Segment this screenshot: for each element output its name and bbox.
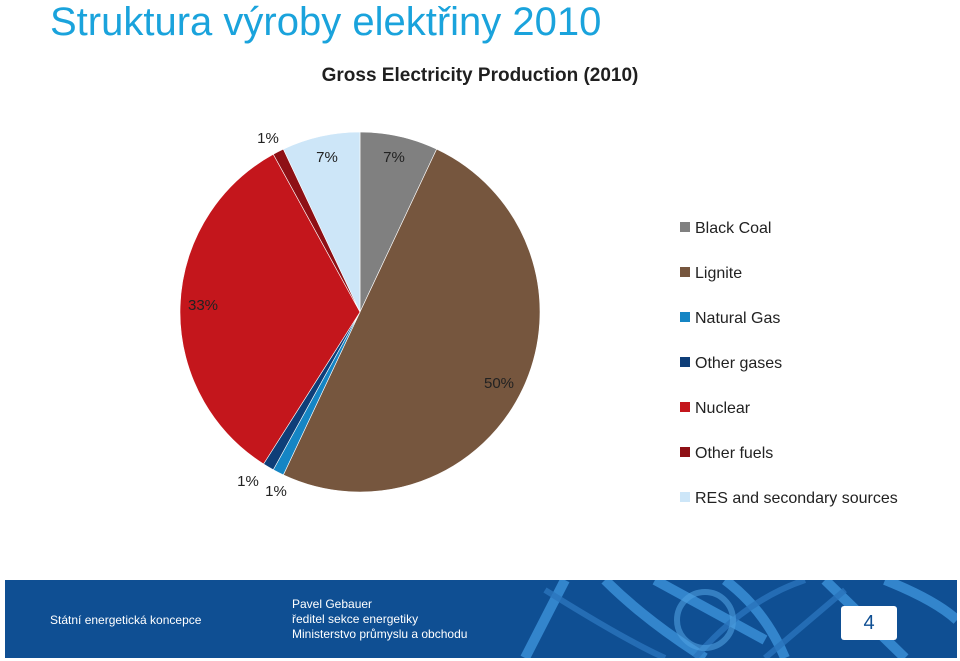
- legend-label: Nuclear: [695, 400, 751, 417]
- legend-swatch: [680, 222, 690, 232]
- legend-swatch: [680, 357, 690, 367]
- slice-label: 1%: [257, 130, 279, 147]
- footer-author-role: ředitel sekce energetiky: [292, 612, 419, 626]
- slice-label: 7%: [383, 149, 405, 166]
- legend-label: RES and secondary sources: [695, 490, 898, 507]
- pie-slice-res-and-secondary-sources: [282, 131, 361, 313]
- slice-label: 1%: [237, 473, 259, 490]
- slice-label: 50%: [484, 375, 514, 392]
- footer-author-block: Pavel Gebauer ředitel sekce energetiky M…: [292, 597, 467, 642]
- slice-label: 33%: [188, 297, 218, 314]
- legend-swatch: [680, 312, 690, 322]
- legend-label: Other gases: [695, 355, 782, 372]
- slice-label: 1%: [265, 483, 287, 500]
- slice-label: 7%: [316, 149, 338, 166]
- legend-label: Black Coal: [695, 220, 771, 237]
- footer-bar: Státní energetická koncepce Pavel Gebaue…: [5, 580, 957, 658]
- footer-ministry: Ministerstvo průmyslu a obchodu: [292, 627, 468, 641]
- page-number: 4: [841, 606, 897, 640]
- pie-chart: Gross Electricity Production (2010) 7% 50…: [179, 65, 898, 507]
- legend-label: Natural Gas: [695, 310, 780, 327]
- pie-slice-nuclear: [179, 153, 361, 465]
- legend-swatch: [680, 402, 690, 412]
- slide-title: Struktura výroby elektřiny 2010: [50, 0, 602, 44]
- pie-slice-lignite: [282, 148, 541, 493]
- legend-label: Lignite: [695, 265, 742, 282]
- legend-label: Other fuels: [695, 445, 773, 462]
- footer-author-name: Pavel Gebauer: [292, 597, 373, 611]
- legend-swatch: [680, 447, 690, 457]
- chart-title: Gross Electricity Production (2010): [322, 65, 639, 86]
- legend-swatch: [680, 492, 690, 502]
- legend-swatch: [680, 267, 690, 277]
- footer-org: Státní energetická koncepce: [50, 613, 202, 627]
